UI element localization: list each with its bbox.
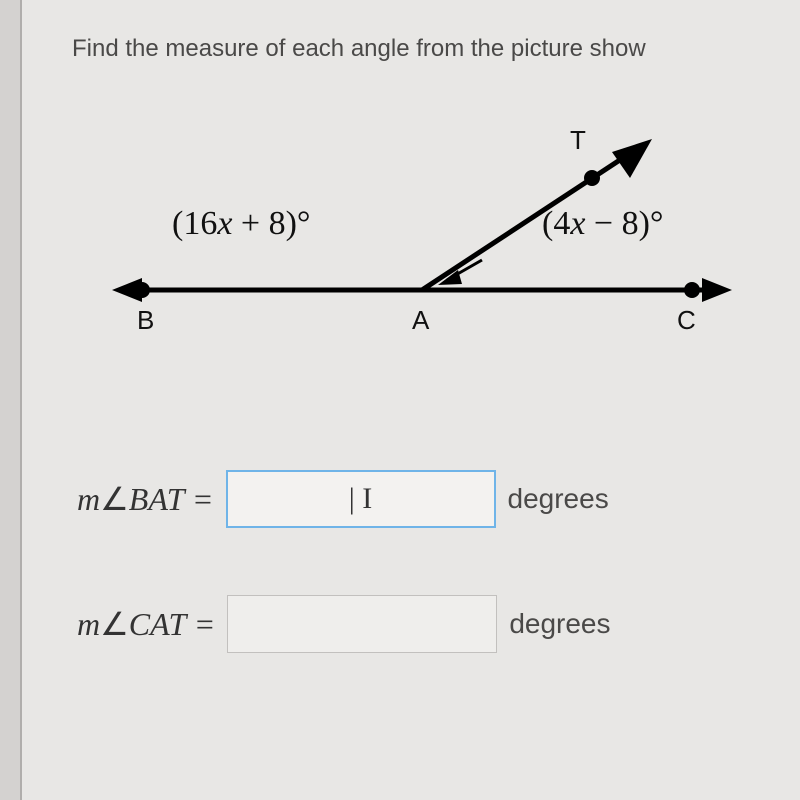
point-b-dot: [134, 282, 150, 298]
input-bat[interactable]: | I: [226, 470, 496, 528]
input-cat[interactable]: [227, 595, 497, 653]
point-label-c: C: [677, 305, 696, 336]
answer-row-bat: m∠BAT = | I degrees: [77, 470, 609, 528]
angle-bat-expression: (16x + 8)°: [172, 205, 311, 243]
unit-bat: degrees: [508, 483, 609, 515]
diagram-svg: [112, 130, 732, 390]
arrowhead-t: [612, 139, 652, 178]
instruction-text: Find the measure of each angle from the …: [72, 35, 646, 63]
angle-cat-expression: (4x − 8)°: [542, 205, 664, 243]
point-c-dot: [684, 282, 700, 298]
label-bat: m∠BAT =: [77, 480, 214, 518]
point-label-a: A: [412, 305, 429, 336]
label-cat: m∠CAT =: [77, 605, 215, 643]
point-label-t: T: [570, 125, 586, 156]
unit-cat: degrees: [509, 608, 610, 640]
point-label-b: B: [137, 305, 154, 336]
angle-diagram: (16x + 8)° (4x − 8)° T B A C: [112, 130, 732, 390]
point-t-dot: [584, 170, 600, 186]
worksheet-page: Find the measure of each angle from the …: [20, 0, 800, 800]
answer-row-cat: m∠CAT = degrees: [77, 595, 611, 653]
arrowhead-c: [702, 278, 732, 302]
